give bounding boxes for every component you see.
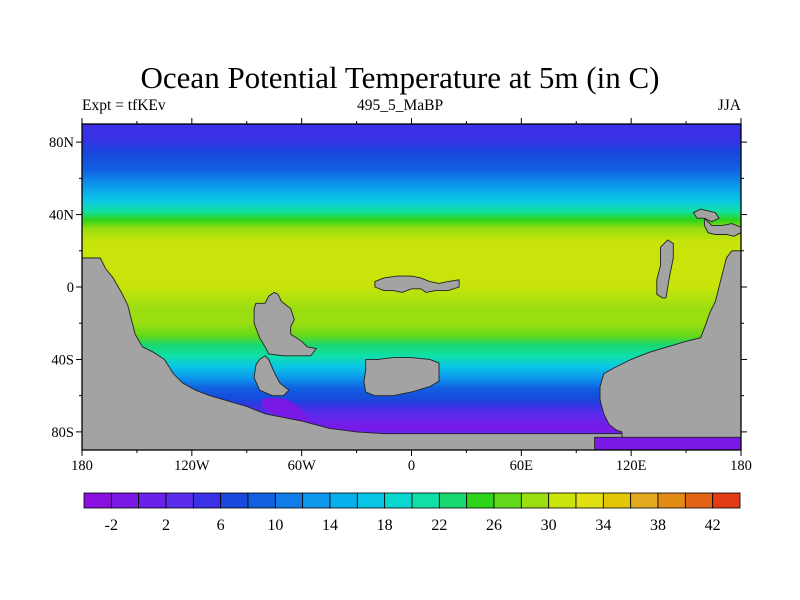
colorbar-label-1: 2 [162,517,170,534]
y-axis: 80N 40N 0 40S 80S [49,135,747,441]
y-tick-label-3: 40S [51,352,74,368]
colorbar-label-5: 18 [377,517,393,534]
land-mass-0 [82,257,623,450]
x-tick-label-6: 180 [730,458,752,474]
dataset-label: 495_5_MaBP [356,97,444,114]
colorbar-label-4: 14 [322,517,338,534]
colorbar-swatch-22 [684,492,714,509]
y-tick-label-1: 40N [49,208,75,224]
colorbar-swatch-13 [438,492,468,509]
colorbar-swatch-15 [493,492,522,509]
x-tick-label-3: 0 [408,458,415,474]
land-mass-1 [599,250,741,450]
land-mass-8 [253,355,290,397]
colorbar-swatch-3 [165,492,194,509]
land-mass-7 [692,208,720,223]
colorbar-swatch-23 [712,492,741,509]
land-mass-4 [374,275,460,293]
colorbar-swatch-8 [302,492,331,509]
x-axis: 180 120W 60W 0 60E 120E 180 [71,118,752,474]
land-mass-6 [656,239,674,299]
colorbar-label-9: 34 [595,517,611,534]
y-tick-label-0: 80N [49,135,75,151]
land-mask-layer [82,208,741,450]
colorbar-label-2: 6 [217,517,225,534]
colorbar-swatch-17 [548,492,577,509]
colorbar-swatch-2 [138,492,167,509]
colorbar-swatch-19 [602,492,632,509]
x-tick-label-2: 60W [288,458,317,474]
land-mass-2 [703,217,741,237]
land-mass-3 [253,291,318,357]
cold-water-patch-2 [590,426,617,432]
colorbar-swatch-11 [384,492,413,509]
colorbar-swatch-10 [356,492,386,509]
x-tick-label-4: 60E [510,458,534,474]
x-tick-label-5: 120E [616,458,647,474]
chart-title: Ocean Potential Temperature at 5m (in C) [140,60,660,95]
land-mass-5 [363,357,440,397]
colorbar-label-0: -2 [105,517,118,534]
y-tick-label-4: 80S [51,425,74,441]
colorbar-swatch-20 [630,492,659,509]
colorbar-swatch-14 [466,492,495,509]
colorbar-swatch-9 [329,492,358,509]
colorbar-label-7: 26 [486,517,502,534]
colorbar-swatch-16 [520,492,550,509]
y-tick-label-2: 0 [67,280,74,296]
colorbar-swatch-12 [411,492,440,509]
colorbar-swatch-18 [575,492,604,509]
cold-water-patch-0 [261,397,311,421]
colorbar-swatch-6 [247,492,276,509]
x-tick-label-1: 120W [174,458,210,474]
experiment-label: Expt = tfKEv [82,97,166,114]
colorbar-swatch-21 [657,492,686,509]
x-tick-label-0: 180 [71,458,93,474]
colorbar-swatch-5 [220,492,249,509]
colorbar-label-3: 10 [267,517,283,534]
colorbar-swatch-1 [110,492,140,509]
colorbar: -2 2 6 10 14 18 22 26 30 34 38 42 [83,492,741,534]
colorbar-label-10: 38 [650,517,666,534]
colorbar-label-8: 30 [541,517,557,534]
colorbar-swatch-4 [192,492,222,509]
colorbar-label-11: 42 [705,517,721,534]
colorbar-swatch-7 [274,492,304,509]
colorbar-swatch-0 [83,492,112,509]
cold-water-patch-1 [356,430,617,434]
colorbar-label-6: 22 [431,517,447,534]
cold-water-layer [261,397,617,434]
map-plot-area [81,123,742,451]
season-label: JJA [717,97,741,114]
